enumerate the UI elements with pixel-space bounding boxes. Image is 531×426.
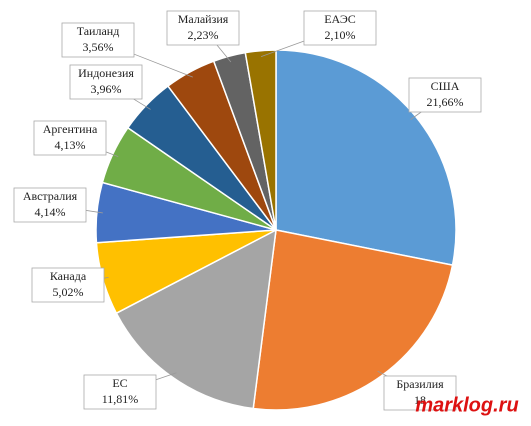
label-box [13,187,87,223]
value-label: 2,10% [325,28,356,42]
pie [95,49,457,411]
value-label: 5,02% [53,285,84,299]
label-box [33,120,107,156]
slice [115,228,277,410]
value-label: 18 [414,393,426,407]
label-box [61,22,135,58]
slice [252,229,454,411]
labels: США 21,66% Бразилия 18 ЕС 11,81% Канада 5,02% Ав… [13,10,482,411]
watermark: marklog.ru [415,394,518,416]
slice-label: Бразилия [396,377,444,391]
slice [244,49,277,231]
slice-label: ЕАЭС [324,12,356,26]
slice-label: Малайзия [178,12,229,26]
label-box [166,10,240,46]
value-label: 3,96% [91,82,122,96]
label-box [69,64,143,100]
value-label: 4,13% [55,138,86,152]
value-label: 2,23% [188,28,219,42]
label-box [383,375,457,411]
value-label: 4,14% [35,205,66,219]
value-label: 3,56% [83,40,114,54]
value-label: 11,81% [102,392,139,406]
slice-label: Индонезия [78,66,134,80]
slice-label: Аргентина [43,122,98,136]
label-box [408,77,482,113]
slice-label: Таиланд [77,24,120,38]
label-box [83,374,157,410]
label-box [31,267,105,303]
label-box [303,10,377,46]
slice-label: ЕС [112,376,127,390]
value-label: 21,66% [427,95,464,109]
slice-label: США [431,79,460,93]
slice-label: Канада [50,269,87,283]
slice-label: Австралия [23,189,78,203]
